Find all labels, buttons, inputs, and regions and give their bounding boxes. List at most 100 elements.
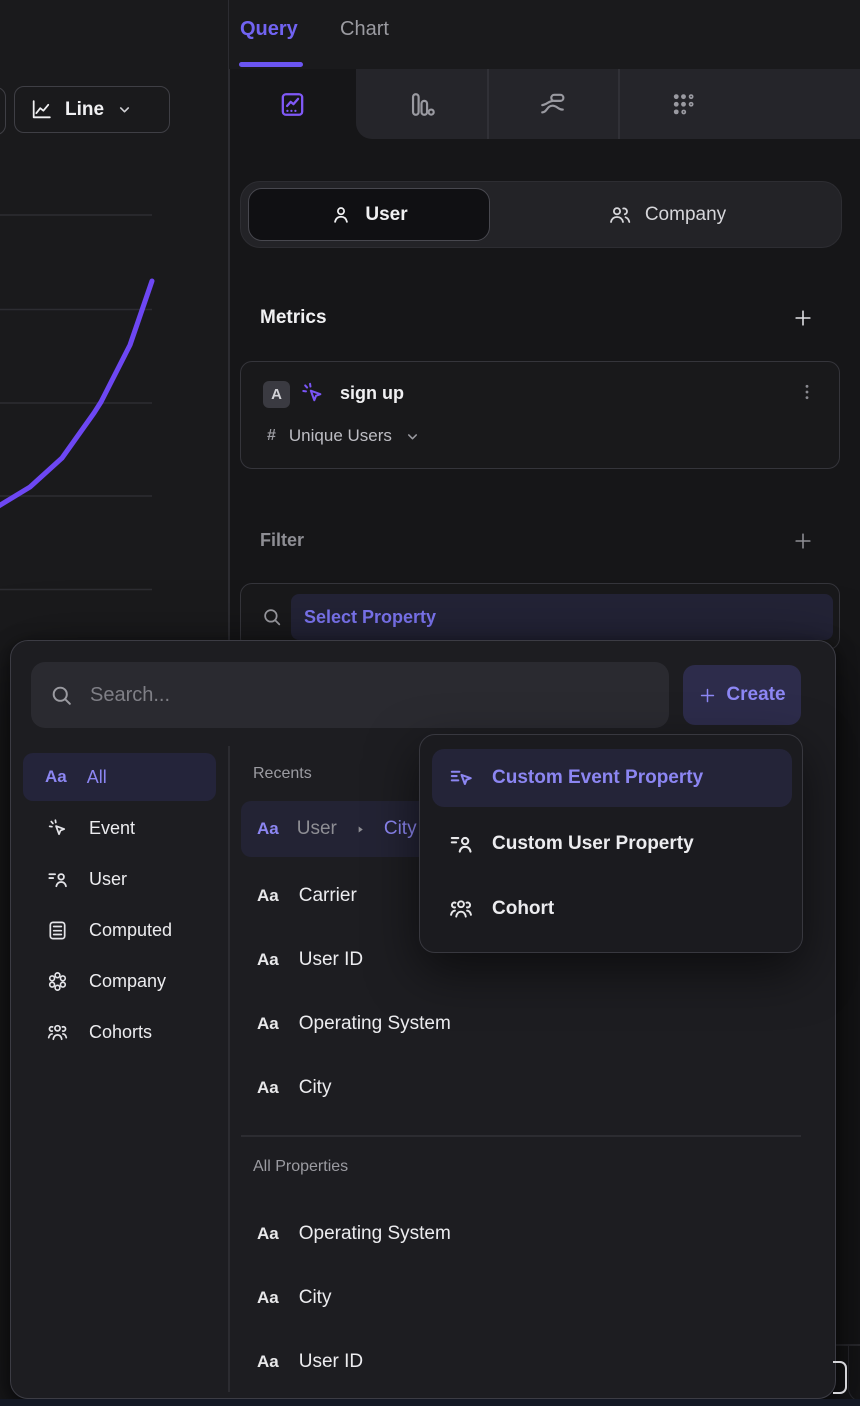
category-event[interactable]: Event: [23, 804, 216, 852]
create-property-menu: Custom Event Property Custom User Proper…: [419, 734, 803, 953]
property-row[interactable]: Aa Operating System: [241, 1209, 801, 1259]
recent-property-row[interactable]: Aa City: [241, 1063, 801, 1113]
line-chart-icon: [29, 97, 54, 122]
toggle-user-label: User: [365, 203, 408, 225]
chart-style-label: Line: [65, 98, 105, 120]
metric-letter-badge: A: [263, 381, 290, 408]
metric-aggregation-dropdown[interactable]: # Unique Users: [267, 426, 420, 446]
type-glyph: Aa: [257, 1352, 279, 1371]
menu-item-custom-event-property[interactable]: Custom Event Property: [432, 749, 792, 807]
category-label: All: [86, 766, 107, 787]
category-company[interactable]: Company: [23, 957, 216, 1005]
type-glyph: Aa: [257, 950, 279, 969]
menu-item-custom-user-property[interactable]: Custom User Property: [432, 815, 792, 873]
insights-line-icon: [278, 90, 307, 119]
tab-funnels[interactable]: [356, 69, 487, 139]
filter-property-input[interactable]: Select Property: [291, 594, 833, 640]
menu-item-label: Custom User Property: [492, 833, 694, 854]
chevron-down-icon: [405, 429, 420, 444]
category-all[interactable]: Aa All: [23, 753, 216, 801]
add-filter-button[interactable]: [792, 530, 814, 552]
active-tab-underline: [239, 62, 303, 67]
background-panel-corner: [848, 1344, 860, 1402]
category-cohorts[interactable]: Cohorts: [23, 1008, 216, 1056]
chart-type-tabstrip: [356, 69, 860, 139]
computed-calculator-icon: [45, 919, 69, 942]
menu-item-label: Custom Event Property: [492, 767, 704, 788]
cohorts-people-icon: [45, 1021, 69, 1044]
user-property-icon: [45, 868, 69, 891]
tab-insights-active[interactable]: [228, 69, 356, 139]
tabstrip-separator: [487, 69, 489, 139]
filter-section-title: Filter: [260, 530, 305, 550]
metric-card: A sign up # Unique Users: [240, 361, 840, 469]
property-label: Carrier: [298, 885, 357, 906]
tab-flows[interactable]: [487, 69, 618, 139]
company-people-icon: [608, 203, 632, 227]
retention-dots-icon: [669, 90, 698, 119]
custom-user-property-icon: [448, 831, 474, 857]
search-icon: [49, 683, 74, 708]
window-bottom-edge: [0, 1399, 860, 1406]
user-icon: [330, 204, 352, 226]
list-divider: [241, 1135, 801, 1137]
chart-style-selector-button[interactable]: Line: [14, 86, 170, 133]
search-icon: [261, 606, 283, 628]
tab-query[interactable]: Query: [240, 18, 298, 40]
category-label: Company: [89, 970, 167, 991]
aggregation-label: Unique Users: [288, 426, 392, 445]
company-clover-icon: [45, 970, 69, 993]
metric-event-name: sign up: [340, 383, 404, 403]
menu-item-label: Cohort: [492, 898, 555, 919]
event-cursor-icon: [299, 380, 326, 407]
type-glyph: Aa: [257, 1014, 279, 1033]
recent-property-row[interactable]: Aa Operating System: [241, 999, 801, 1049]
category-label: Computed: [89, 919, 173, 940]
flows-icon: [538, 90, 567, 119]
property-row[interactable]: Aa User ID: [241, 1337, 801, 1387]
recents-section-title: Recents: [253, 765, 312, 782]
toggle-user[interactable]: User: [248, 188, 490, 241]
tab-chart[interactable]: Chart: [340, 18, 389, 40]
add-metric-button[interactable]: [792, 307, 814, 329]
filter-card: Select Property: [240, 583, 840, 650]
type-glyph: Aa: [257, 1224, 279, 1243]
property-picker-overlay: Create Aa All Event User: [10, 640, 836, 1399]
property-label: City: [383, 818, 417, 839]
metric-event-selector[interactable]: sign up: [299, 380, 404, 407]
menu-item-cohort[interactable]: Cohort: [432, 880, 792, 938]
tabstrip-separator: [618, 69, 620, 139]
property-label: City: [298, 1077, 332, 1098]
property-label: Operating System: [298, 1223, 451, 1244]
category-computed[interactable]: Computed: [23, 906, 216, 954]
custom-event-property-icon: [448, 765, 474, 791]
type-glyph: Aa: [45, 767, 67, 786]
toggle-company[interactable]: Company: [500, 188, 834, 241]
recent-property-row[interactable]: Aa User ID: [241, 935, 801, 985]
type-glyph: Aa: [257, 1288, 279, 1307]
cohort-people-icon: [448, 896, 474, 922]
category-label: User: [89, 868, 128, 889]
property-search-bar[interactable]: [31, 662, 669, 728]
create-property-button[interactable]: Create: [683, 665, 801, 725]
recent-property-row[interactable]: Aa Carrier: [241, 871, 801, 921]
property-search-input[interactable]: [88, 682, 651, 708]
create-button-label: Create: [726, 684, 786, 705]
event-cursor-icon: [45, 817, 69, 840]
type-glyph: Aa: [257, 886, 279, 905]
property-label: Operating System: [298, 1013, 451, 1034]
type-glyph: Aa: [257, 819, 279, 838]
query-panel-topbar: [229, 0, 860, 69]
clipped-keycap-hint: [833, 1359, 849, 1394]
category-user[interactable]: User: [23, 855, 216, 903]
property-row[interactable]: Aa City: [241, 1273, 801, 1323]
property-label: User ID: [298, 1351, 364, 1372]
category-label: Cohorts: [89, 1021, 153, 1042]
chevron-down-icon: [117, 102, 132, 117]
metric-options-kebab-icon[interactable]: [797, 382, 817, 402]
clipped-button-fragment[interactable]: [0, 87, 6, 135]
category-label: Event: [89, 817, 136, 838]
tab-retention[interactable]: [618, 69, 749, 139]
picker-column-divider: [228, 746, 230, 1392]
